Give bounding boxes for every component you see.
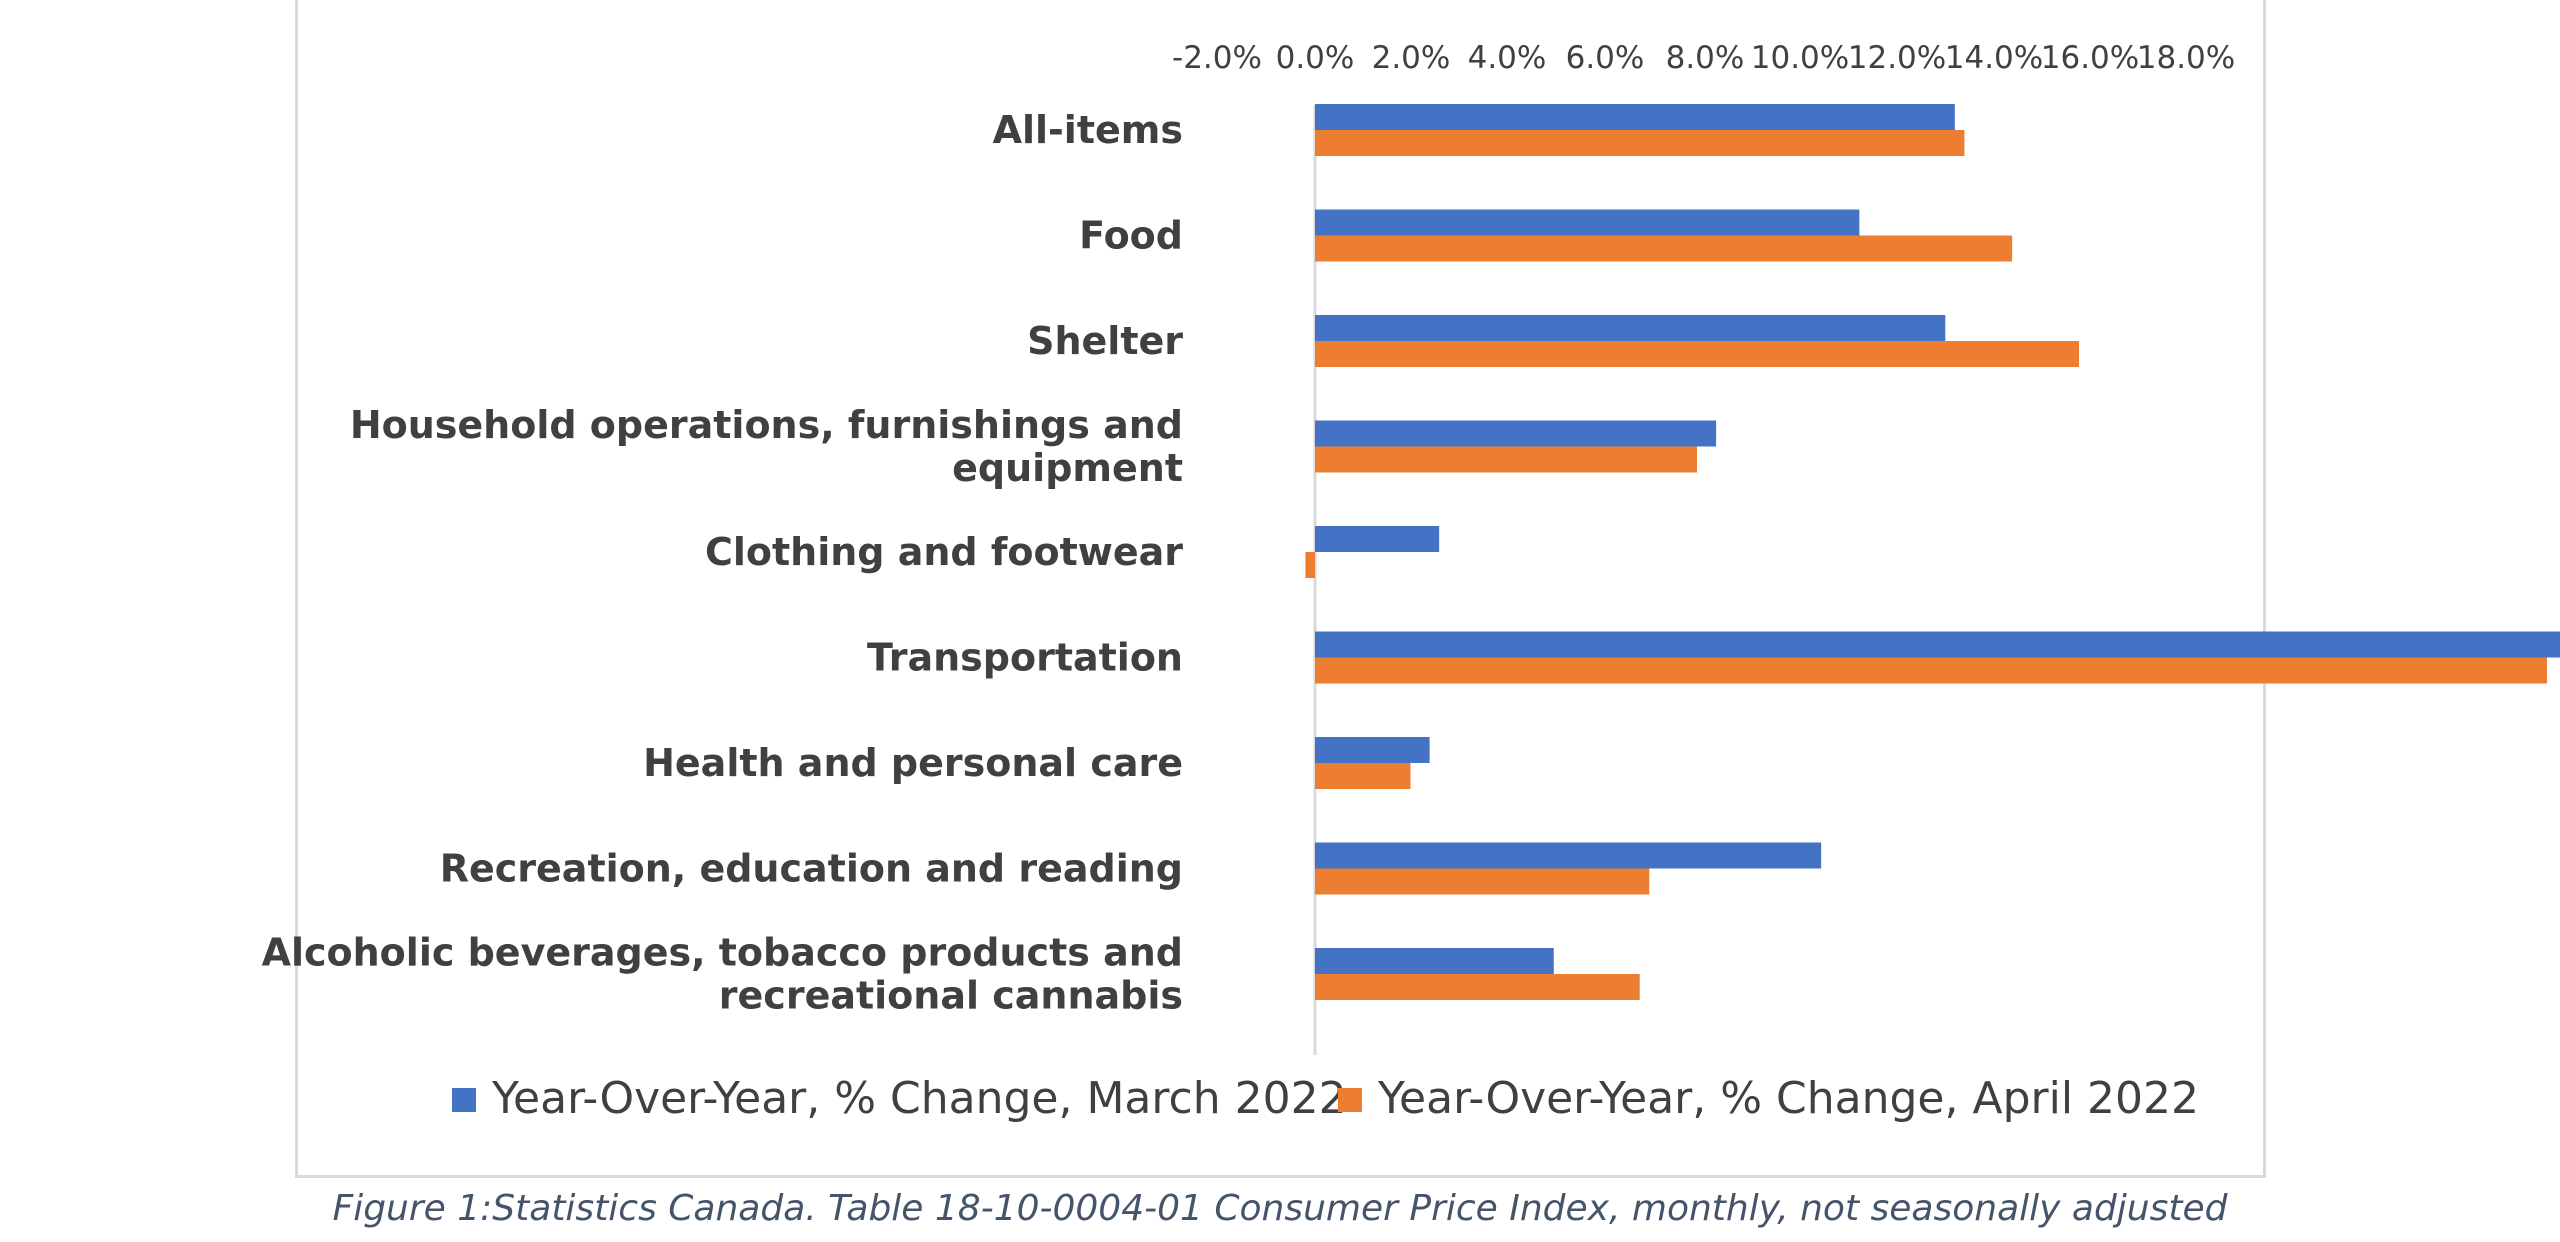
legend-swatch: [452, 1088, 476, 1112]
chart-frame: [295, 0, 2266, 1178]
bar-series-1: [1315, 526, 1440, 552]
bar-series-1: [1315, 420, 1717, 447]
bar-series-1: [1315, 737, 1430, 763]
bar-series-2: [1315, 868, 1650, 895]
bar-series-1: [1315, 209, 1860, 236]
x-tick-label: 0.0%: [1276, 40, 1355, 76]
x-tick-label: 4.0%: [1468, 40, 1547, 76]
legend-swatch: [1338, 1088, 1362, 1112]
category-label: equipment: [952, 446, 1183, 490]
category-label: Recreation, education and reading: [440, 847, 1183, 891]
bar-series-2: [1315, 235, 2013, 262]
category-label: recreational cannabis: [719, 974, 1183, 1018]
bar-series-2: [1305, 552, 1315, 578]
x-tick-label: 6.0%: [1566, 40, 1645, 76]
legend: Year-Over-Year, % Change, March 2022 Year…: [452, 1073, 2199, 1124]
bar-series-2: [1315, 130, 1965, 156]
x-tick-label: -2.0%: [1172, 40, 1262, 76]
x-tick-label: 2.0%: [1372, 40, 1451, 76]
x-tick-label: 18.0%: [2137, 40, 2235, 76]
category-label: Health and personal care: [643, 741, 1183, 785]
x-tick-label: 8.0%: [1666, 40, 1745, 76]
category-label: Shelter: [1027, 319, 1183, 363]
x-tick-label: 10.0%: [1751, 40, 1849, 76]
bar-chart: -2.0% 0.0% 2.0% 4.0% 6.0% 8.0% 10.0%12.0%14.0%…: [262, 40, 2560, 1124]
bar-series-2: [1315, 341, 2079, 367]
x-tick-label: 12.0%: [1848, 40, 1946, 76]
category-label: Food: [1079, 214, 1183, 258]
bar-series-2: [1315, 974, 1640, 1000]
bar-series-1: [1315, 631, 2560, 658]
category-label: Household operations, furnishings and: [350, 403, 1183, 447]
bar-series-2: [1315, 446, 1697, 473]
figure-caption: Figure 1:Statistics Canada. Table 18-10-…: [332, 1188, 2228, 1229]
legend-label: Year-Over-Year, % Change, April 2022: [1377, 1073, 2199, 1124]
bar-series-1: [1315, 104, 1955, 130]
x-axis-ticks: -2.0% 0.0% 2.0% 4.0% 6.0% 8.0% 10.0%12.0%14.0%…: [1172, 40, 2235, 76]
bar-series-1: [1315, 948, 1554, 974]
bar-series-2: [1315, 763, 1411, 789]
x-tick-label: 16.0%: [2041, 40, 2139, 76]
legend-label: Year-Over-Year, % Change, March 2022: [491, 1073, 1347, 1124]
category-label: Transportation: [867, 636, 1183, 680]
category-label: Clothing and footwear: [705, 530, 1183, 574]
category-label: All-items: [993, 108, 1183, 152]
bar-series-2: [1315, 657, 2547, 684]
bar-series-1: [1315, 842, 1822, 869]
x-tick-label: 14.0%: [1945, 40, 2043, 76]
bars: [1305, 104, 2560, 1000]
category-labels: All-items Food Shelter Household operations…: [262, 108, 1184, 1018]
bar-series-1: [1315, 315, 1946, 341]
category-label: Alcoholic beverages, tobacco products an…: [262, 931, 1183, 975]
